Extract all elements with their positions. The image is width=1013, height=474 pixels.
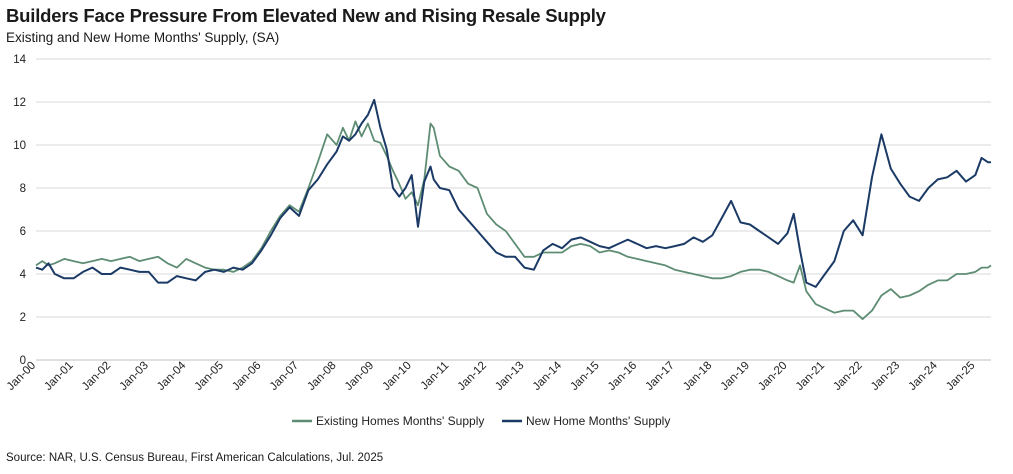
x-tick-label: Jan-11 [419,360,452,393]
y-tick-label: 8 [20,183,26,195]
series-lines [35,98,992,320]
x-tick-label: Jan-23 [869,360,902,393]
legend: Existing Homes Months' Supply New Home Mo… [292,414,670,428]
series-line-existing [35,120,992,320]
x-tick-label: Jan-13 [493,360,526,393]
y-tick-label: 4 [20,269,27,281]
x-tick-label: Jan-21 [794,360,827,393]
chart-title: Builders Face Pressure From Elevated New… [6,5,606,26]
source-note: Source: NAR, U.S. Census Bureau, First A… [6,452,384,464]
x-tick-label: Jan-12 [456,360,489,393]
y-tick-label: 10 [13,140,26,152]
y-tick-label: 14 [13,54,26,66]
x-tick-label: Jan-25 [944,360,977,393]
x-tick-label: Jan-02 [80,360,113,393]
x-tick-label: Jan-15 [568,360,601,393]
x-tick-label: Jan-19 [719,360,752,393]
series-line-new [35,98,991,288]
y-tick-label: 0 [20,355,26,367]
y-tick-label: 2 [20,312,26,324]
legend-label: New Home Months' Supply [526,414,670,428]
x-tick-label: Jan-08 [305,360,338,393]
x-tick-label: Jan-14 [531,359,565,393]
x-tick-label: Jan-09 [343,360,376,393]
x-tick-label: Jan-06 [230,360,263,393]
x-tick-label: Jan-01 [42,360,75,393]
x-tick-label: Jan-17 [644,360,677,393]
chart-subtitle: Existing and New Home Months' Supply, (S… [6,30,280,45]
x-tick-label: Jan-07 [268,360,301,393]
x-tick-label: Jan-24 [907,359,941,393]
gridlines [36,58,991,361]
x-tick-label: Jan-10 [381,360,414,393]
x-tick-label: Jan-20 [756,360,789,393]
x-tick-label: Jan-05 [193,360,226,393]
y-tick-label: 6 [20,226,26,238]
y-axis-ticks: 0 2 4 6 8 10 12 14 [13,54,26,367]
y-tick-label: 12 [13,97,26,109]
x-tick-label: Jan-18 [681,360,714,393]
x-tick-label: Jan-22 [831,360,864,393]
legend-label: Existing Homes Months' Supply [316,414,484,428]
x-tick-label: Jan-04 [155,359,189,393]
x-tick-label: Jan-16 [606,360,639,393]
x-axis-ticks: Jan-00 Jan-01 Jan-02 Jan-03 Jan-04 Jan-05 Jan-… [5,359,978,393]
x-tick-label: Jan-03 [117,360,150,393]
